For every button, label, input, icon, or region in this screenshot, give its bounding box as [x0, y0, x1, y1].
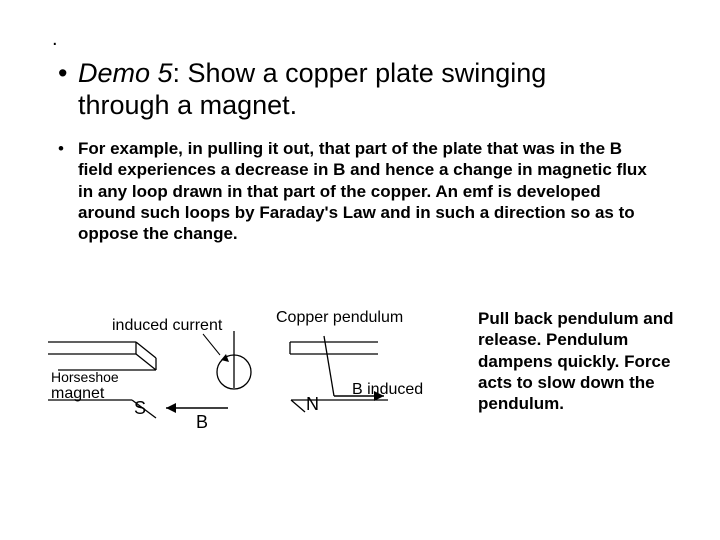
left-magnet-upper	[48, 342, 156, 370]
title-block: • Demo 5: Show a copper plate swinging t…	[58, 58, 638, 122]
body-text: For example, in pulling it out, that par…	[78, 138, 656, 244]
title-bullet: •	[58, 58, 78, 90]
label-horseshoe2: magnet	[51, 385, 105, 402]
demo-label: Demo 5	[78, 58, 173, 88]
right-caption: Pull back pendulum and release. Pendulum…	[478, 308, 678, 414]
label-copper-pendulum: Copper pendulum	[276, 309, 403, 326]
diagram: induced current Horseshoe magnet S B N C…	[48, 300, 468, 460]
label-N: N	[306, 394, 319, 414]
top-dot: .	[52, 28, 58, 51]
pendulum-line-right	[324, 336, 334, 396]
title-text: Demo 5: Show a copper plate swinging thr…	[78, 58, 638, 122]
loop-arrowhead	[221, 354, 229, 362]
label-horseshoe1: Horseshoe	[51, 369, 119, 385]
label-b-induced: B induced	[352, 381, 423, 398]
label-induced-current: induced current	[112, 317, 223, 334]
induced-current-leader	[203, 334, 220, 355]
body-bullet: •	[58, 138, 78, 159]
label-S: S	[134, 398, 146, 418]
body-block: • For example, in pulling it out, that p…	[58, 138, 656, 244]
right-magnet-upper	[290, 342, 378, 354]
label-B: B	[196, 412, 208, 432]
